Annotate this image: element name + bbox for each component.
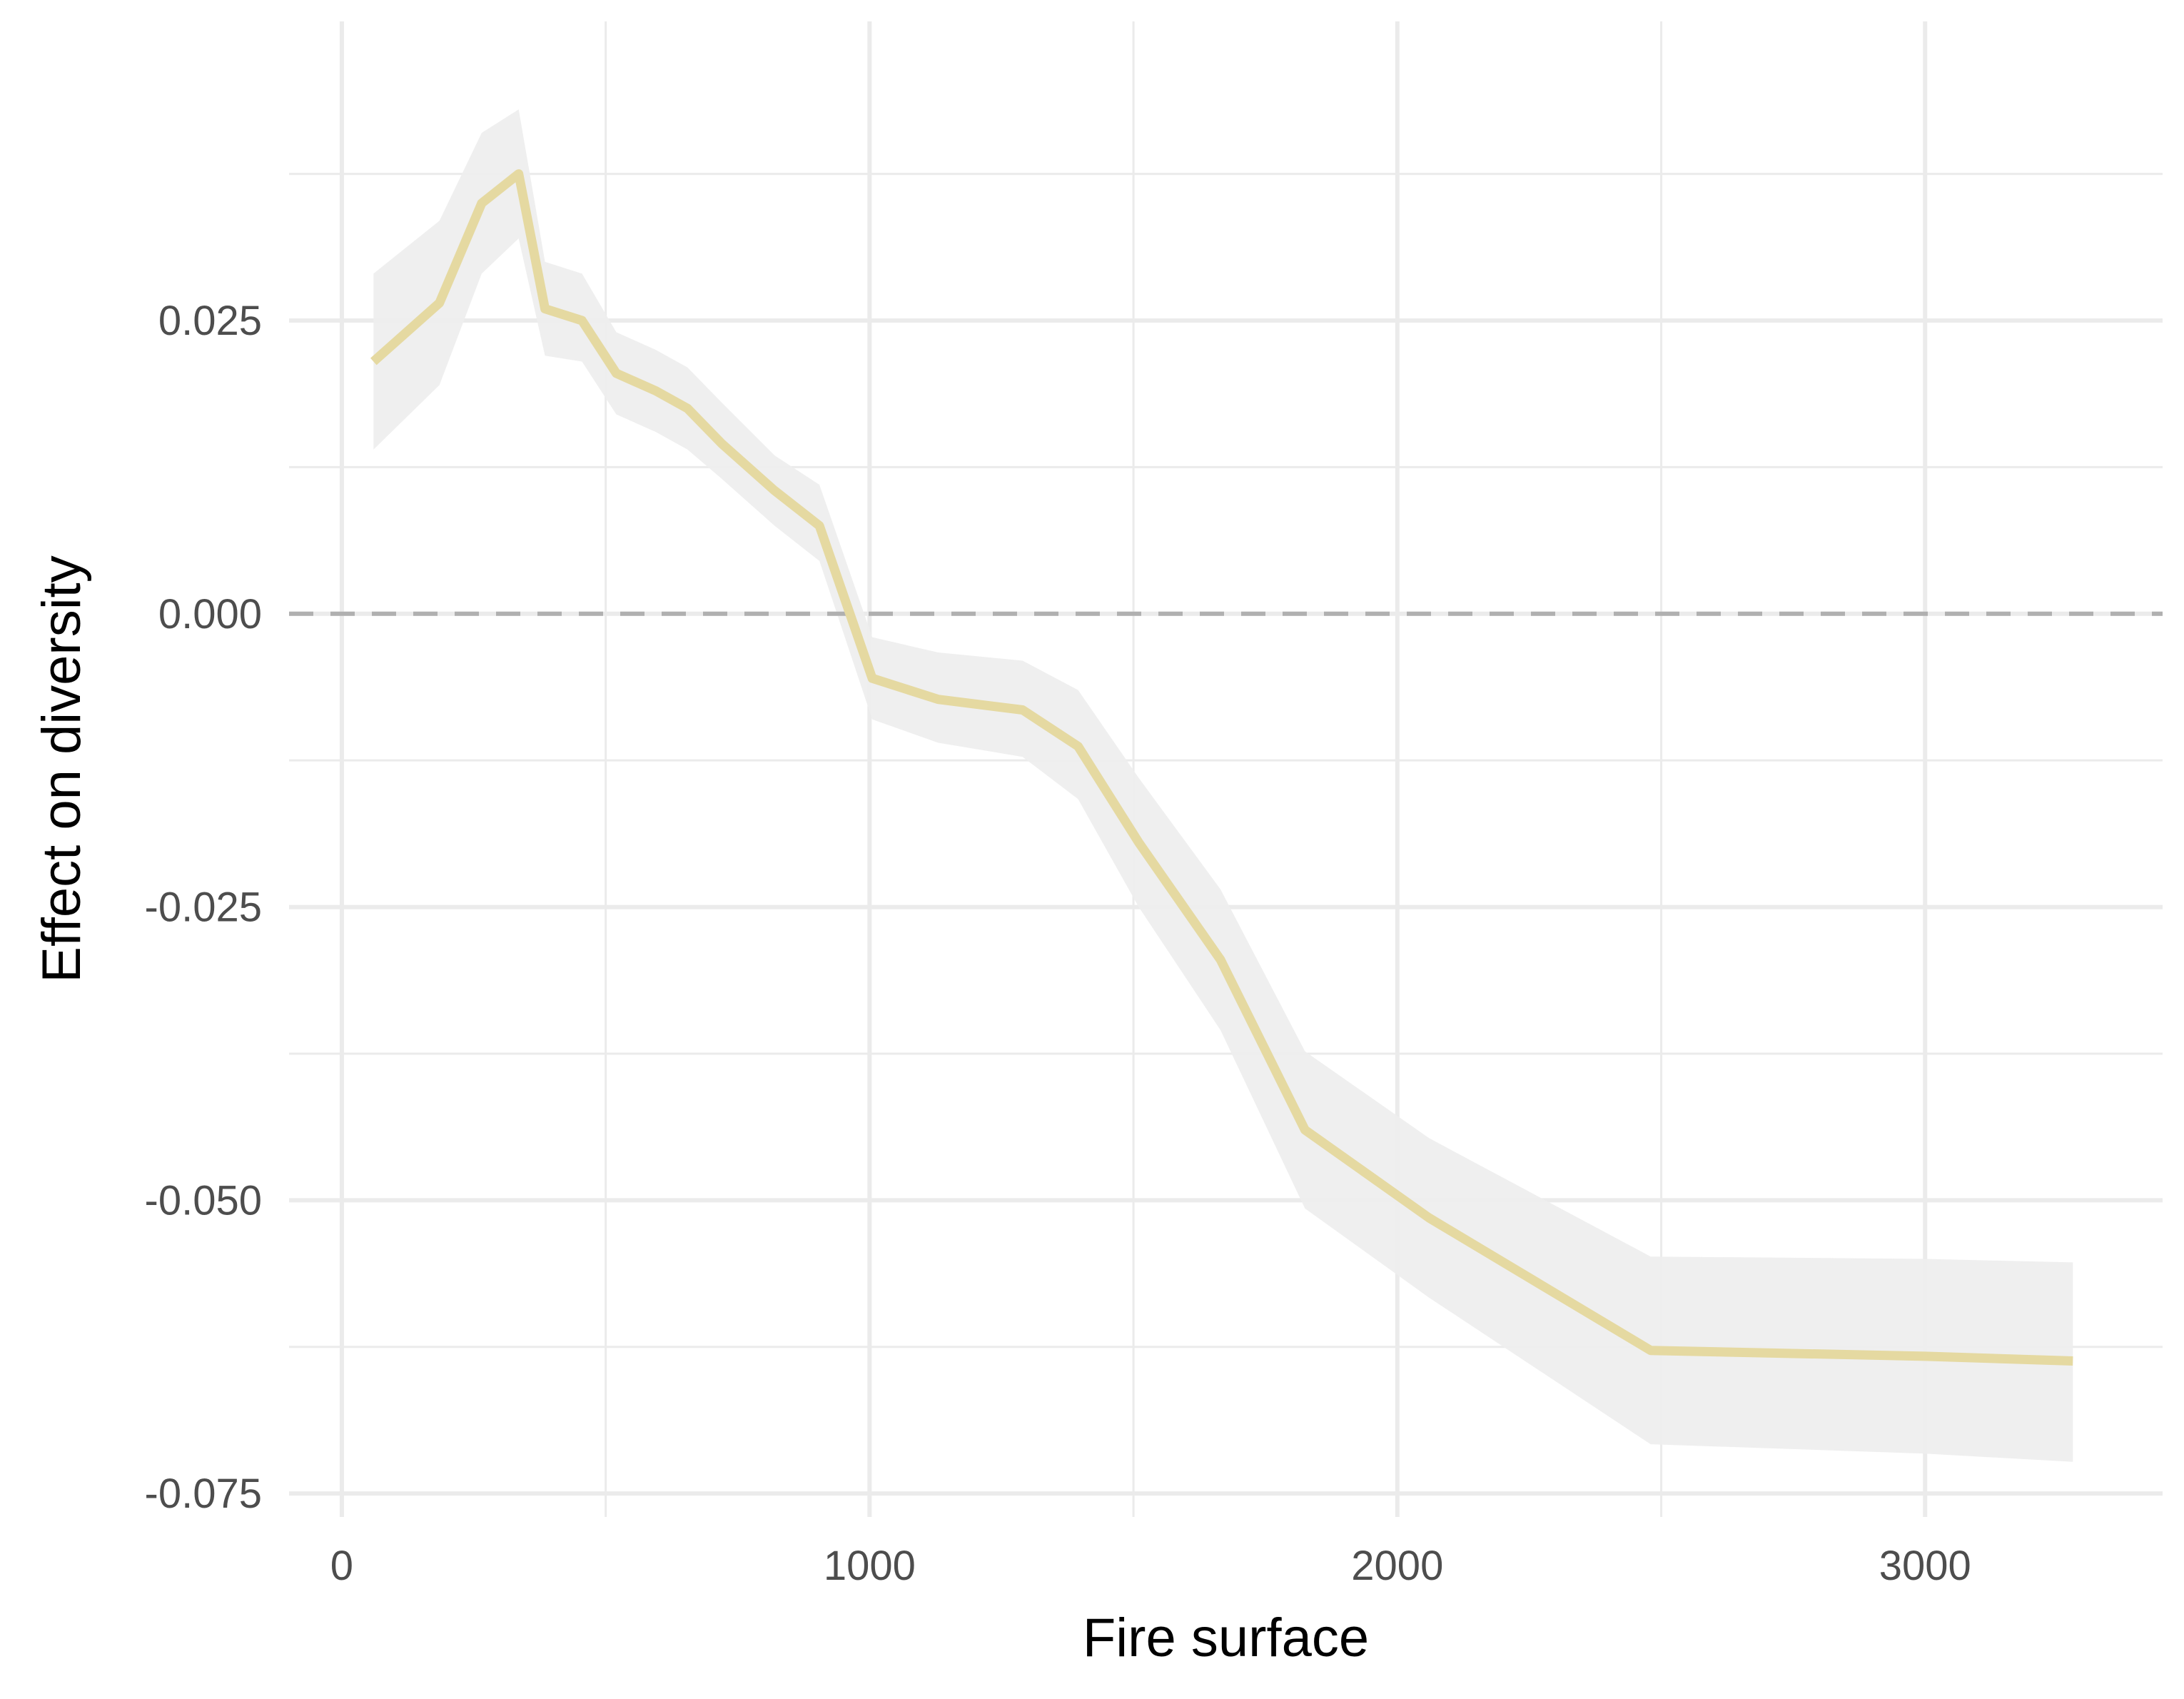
series-line [370,169,2073,1366]
x-tick-label: 2000 [1351,1543,1443,1589]
y-tick-label: -0.075 [145,1471,262,1517]
x-axis-title: Fire surface [1083,1608,1369,1668]
x-axis-ticks: 0 1000 2000 3000 [330,1543,1971,1589]
y-tick-label: -0.025 [145,884,262,931]
y-axis-title: Effect on diversity [31,555,92,982]
confidence-band-layer [373,109,2073,1462]
series-line-layer [370,169,2073,1366]
confidence-band [373,109,2073,1462]
y-tick-label: -0.050 [145,1177,262,1224]
y-tick-label: 0.000 [158,591,262,637]
x-tick-label: 1000 [824,1543,916,1589]
y-tick-label: 0.025 [158,298,262,344]
x-tick-label: 0 [330,1543,353,1589]
x-tick-label: 3000 [1879,1543,1971,1589]
y-axis-ticks: -0.075 -0.050 -0.025 0.000 0.025 [145,298,262,1517]
